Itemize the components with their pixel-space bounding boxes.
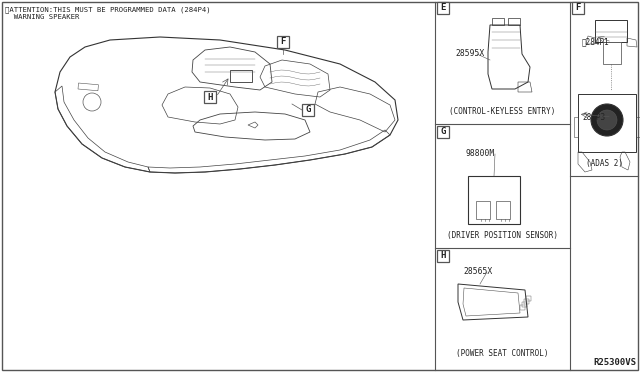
Text: G: G [305,106,310,115]
Text: (DRIVER POSITION SENSOR): (DRIVER POSITION SENSOR) [447,231,558,240]
Bar [302,104,314,116]
Text: 284P3: 284P3 [582,112,605,122]
Bar [574,117,578,137]
Text: 28595X: 28595X [455,49,484,58]
Text: ※284P1: ※284P1 [582,38,610,46]
Text: WARNING SPEAKER: WARNING SPEAKER [5,14,79,20]
Bar [437,250,449,262]
Bar [595,20,627,42]
Text: E: E [440,3,445,13]
Text: 98800M: 98800M [465,150,494,158]
Bar [468,176,520,224]
Text: G: G [440,128,445,137]
Bar [524,299,529,304]
Bar [78,83,99,91]
Bar [230,70,252,82]
Bar [520,305,525,310]
Bar [496,201,510,219]
Circle shape [591,104,623,136]
Text: F: F [575,3,580,13]
Bar [437,126,449,138]
Text: (POWER SEAT CONTROL): (POWER SEAT CONTROL) [456,349,548,358]
Text: 28565X: 28565X [463,267,492,276]
Bar [526,296,531,301]
Bar [204,91,216,103]
Bar [636,117,640,137]
Bar [277,36,289,48]
Text: ※ATTENTION:THIS MUST BE PROGRAMMED DATA (284P4): ※ATTENTION:THIS MUST BE PROGRAMMED DATA … [5,6,211,13]
Text: H: H [207,93,212,102]
Circle shape [597,110,617,130]
Bar [603,42,621,64]
Bar [437,2,449,14]
Bar [476,201,490,219]
Bar [522,302,527,307]
Text: (CONTROL-KEYLESS ENTRY): (CONTROL-KEYLESS ENTRY) [449,107,556,116]
Text: F: F [280,38,285,46]
Text: R25300VS: R25300VS [593,358,636,367]
Bar [572,2,584,14]
Text: (ADAS 2): (ADAS 2) [586,159,623,168]
Text: H: H [440,251,445,260]
